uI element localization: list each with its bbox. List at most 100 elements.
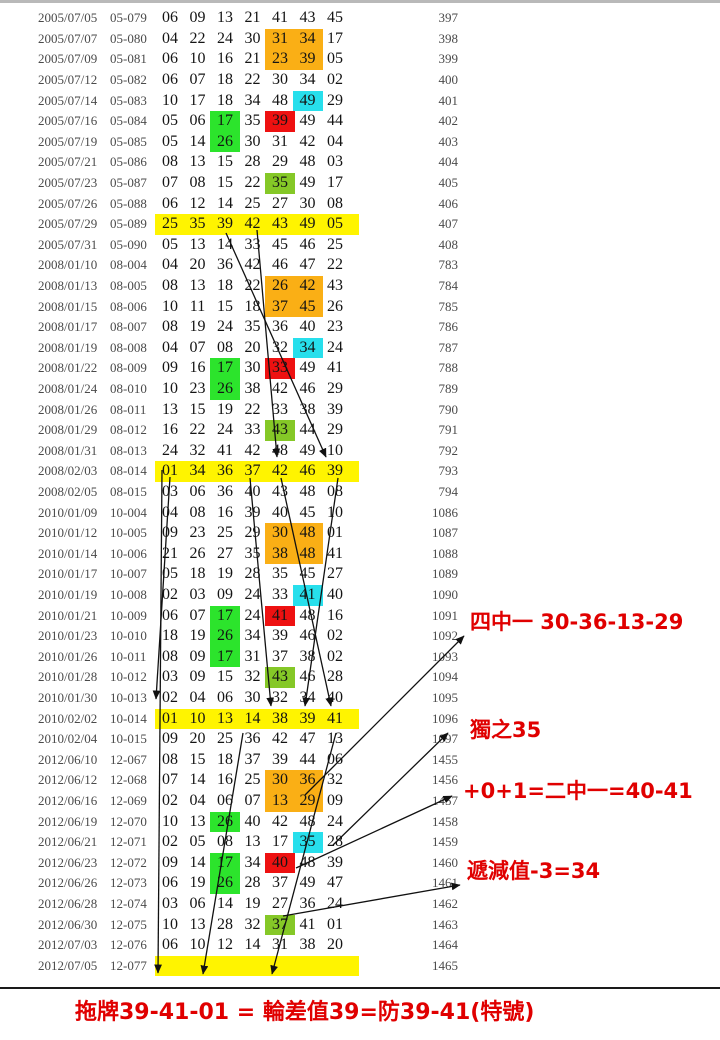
draw-counter: 1095 <box>432 690 458 705</box>
number-cell: 13 <box>217 709 233 727</box>
draw-code: 05-090 <box>110 236 147 252</box>
table-row: 2005/07/19 05-085 05 14 26 30 31 42 04 403 <box>0 131 720 153</box>
draw-code: 05-082 <box>110 72 147 87</box>
number-cell: 49 <box>299 441 316 459</box>
number-cell: 38 <box>299 936 316 954</box>
number-cell-highlighted: 31 <box>265 28 295 50</box>
annotation-arrow <box>304 635 465 796</box>
number-cell: 25 <box>244 771 261 789</box>
table-row: 2008/01/19 08-008 04 07 08 20 32 34 24 787 <box>0 337 720 359</box>
table-row: 2012/06/19 12-070 10 13 26 40 42 48 24 1458 <box>0 811 720 833</box>
number-cell: 30 <box>244 689 261 706</box>
number-cell: 24 <box>244 586 261 603</box>
number-cell: 22 <box>244 400 261 418</box>
table-row: 2005/07/23 05-087 07 08 15 22 35 49 17 405 <box>0 173 720 194</box>
table-row: 2010/01/12 10-005 09 23 25 29 30 48 01 1087 <box>0 523 720 544</box>
number-cell: 45 <box>272 235 288 253</box>
draw-date: 2005/07/05 <box>38 10 98 26</box>
number-cell: 07 <box>244 792 261 809</box>
draw-date: 2010/01/09 <box>38 504 98 520</box>
number-cell: 06 <box>162 606 178 624</box>
draw-date: 2005/07/31 <box>38 236 98 252</box>
draw-code: 10-009 <box>110 607 147 623</box>
number-cell: 25 <box>217 524 233 542</box>
number-cell: 34 <box>244 91 261 109</box>
table-row: 2008/01/22 08-009 09 16 17 30 33 49 41 788 <box>0 358 720 379</box>
draw-date: 2012/06/19 <box>38 813 98 829</box>
draw-counter: 1093 <box>432 648 458 664</box>
draw-code: 10-010 <box>110 628 147 644</box>
number-cell: 23 <box>189 524 206 542</box>
draw-counter: 1088 <box>432 545 458 561</box>
number-cell: 33 <box>272 400 288 418</box>
number-cell: 32 <box>272 338 288 356</box>
number-cell: 09 <box>217 586 233 603</box>
draw-code: 08-008 <box>110 339 147 355</box>
number-cell: 41 <box>217 441 233 459</box>
number-cell: 06 <box>162 874 178 892</box>
number-cell-highlighted: 13 <box>265 791 295 812</box>
table-row: 2008/01/10 08-004 04 20 36 42 46 47 22 783 <box>0 255 720 276</box>
annotation-arrow <box>332 732 449 846</box>
draw-code: 10-012 <box>110 669 147 685</box>
number-cell: 08 <box>162 318 178 336</box>
number-cell: 32 <box>272 689 288 706</box>
table-row: 2008/01/17 08-007 08 19 24 35 36 40 23 786 <box>0 317 720 338</box>
number-cell: 41 <box>272 9 288 27</box>
number-cell: 04 <box>189 689 206 706</box>
number-cell: 03 <box>162 895 178 912</box>
number-cell: 04 <box>162 338 178 356</box>
draw-counter: 1086 <box>432 504 458 520</box>
number-cell: 42 <box>244 441 261 459</box>
table-row: 2012/06/30 12-075 10 13 28 32 37 41 01 1463 <box>0 914 720 936</box>
number-cell-highlighted: 34 <box>292 28 323 50</box>
number-cell: 04 <box>327 132 343 150</box>
number-cell: 24 <box>217 318 233 336</box>
number-cell-highlighted: 37 <box>265 296 295 318</box>
number-cell: 10 <box>327 441 343 459</box>
number-cell: 08 <box>189 503 206 521</box>
number-cell: 12 <box>189 194 206 212</box>
draw-code: 05-079 <box>110 10 147 26</box>
number-cell: 48 <box>299 483 316 500</box>
draw-date: 2012/07/05 <box>38 957 98 973</box>
number-cell: 40 <box>272 503 288 521</box>
draw-counter: 1458 <box>432 813 458 829</box>
number-cell: 46 <box>299 462 316 480</box>
draw-code: 12-075 <box>110 916 147 932</box>
draw-counter: 790 <box>438 401 459 417</box>
number-cell: 36 <box>217 256 233 274</box>
draw-date: 2008/01/29 <box>38 422 98 438</box>
draw-date: 2008/01/31 <box>38 442 98 458</box>
number-cell: 19 <box>217 565 233 583</box>
number-cell: 10 <box>189 709 206 727</box>
number-cell: 47 <box>327 874 343 892</box>
number-cell: 17 <box>272 833 288 851</box>
number-cell-highlighted: 45 <box>292 296 323 318</box>
annotation-arrow <box>154 469 163 974</box>
number-cell: 10 <box>162 812 178 830</box>
number-cell: 07 <box>189 606 206 624</box>
number-cell: 06 <box>189 483 206 500</box>
number-cell-highlighted: 26 <box>210 131 240 153</box>
draw-code: 10-006 <box>110 545 147 561</box>
number-cell: 07 <box>189 338 206 356</box>
number-cell: 26 <box>189 544 206 562</box>
draw-date: 2012/06/23 <box>38 854 98 870</box>
number-cell: 15 <box>217 153 233 171</box>
number-cell: 41 <box>327 544 343 562</box>
number-cell: 46 <box>299 235 316 253</box>
draw-code: 12-070 <box>110 813 147 829</box>
number-cell: 27 <box>217 544 233 562</box>
number-cell: 32 <box>244 915 261 933</box>
number-cell: 03 <box>327 153 343 171</box>
number-cell: 42 <box>272 380 288 397</box>
draw-date: 2010/01/14 <box>38 545 98 561</box>
number-cell: 08 <box>162 153 178 171</box>
number-cell: 10 <box>162 91 178 109</box>
draw-date: 2005/07/19 <box>38 133 98 149</box>
number-cell: 40 <box>327 586 343 603</box>
draw-date: 2012/06/16 <box>38 793 98 808</box>
